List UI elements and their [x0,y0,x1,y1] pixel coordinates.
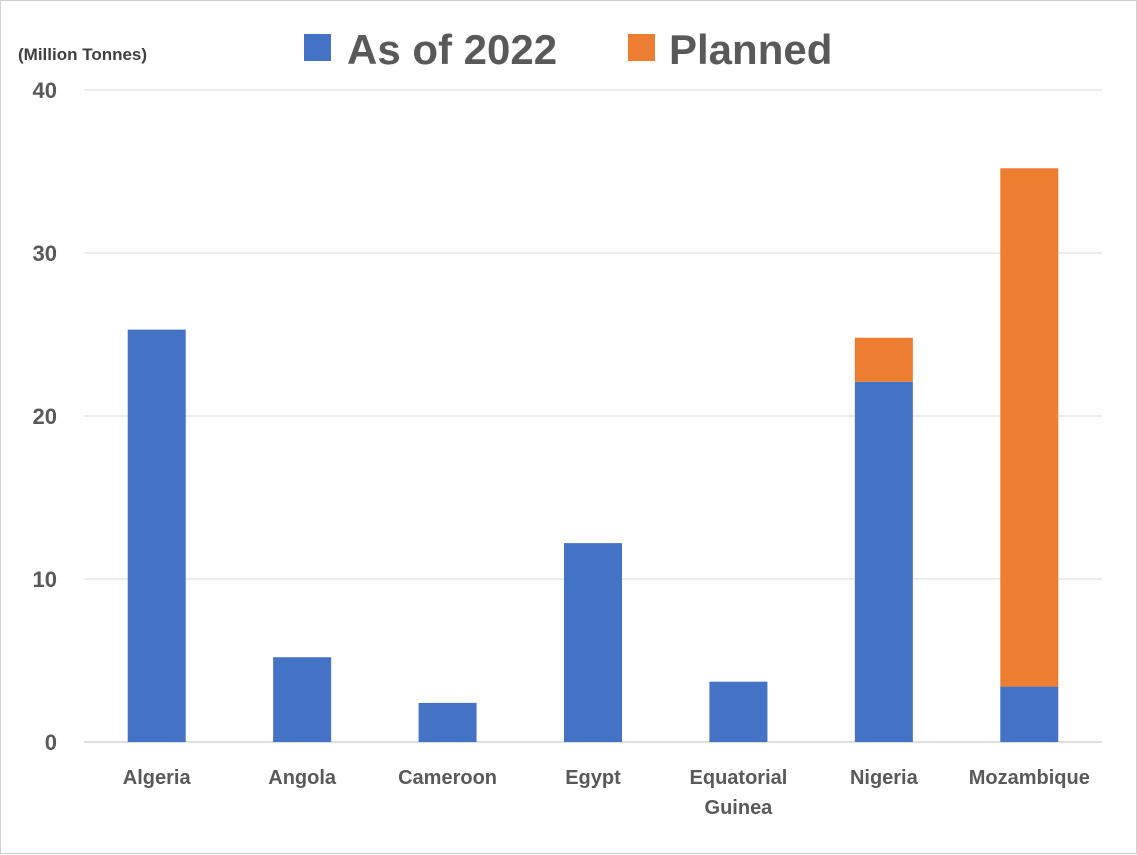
x-tick-label: Angola [268,767,337,789]
bar-planned-mozambique [1000,168,1059,687]
bar-as-of-2022-cameroon [418,702,477,742]
bar-as-of-2022-egypt [564,543,622,742]
legend-label: As of 2022 [347,26,557,73]
chart-legend: As of 2022 Planned [304,26,832,73]
legend-label: Planned [669,26,832,73]
y-tick-label: 0 [45,730,57,755]
bar-as-of-2022-mozambique [1000,686,1059,742]
y-tick-label: 30 [33,241,57,266]
x-tick-label: Cameroon [398,767,497,789]
legend-swatch [304,34,331,61]
x-axis-labels: Algeria Angola Cameroon Egypt Equatorial Guin… [123,767,1090,819]
y-tick-label: 10 [33,567,57,592]
y-tick-label: 40 [33,78,57,103]
bar-planned-nigeria [854,337,913,382]
legend-swatch [628,34,655,61]
bar-as-of-2022-angola [273,657,332,742]
bar-as-of-2022-equatorial-guinea [709,681,768,742]
x-tick-label: Guinea [705,797,774,819]
x-tick-label: Mozambique [969,767,1090,789]
y-tick-label: 20 [33,404,57,429]
bars [127,168,1059,742]
y-axis-ticks: 0 10 20 30 40 [33,78,57,755]
gridlines [84,89,1102,743]
x-tick-label: Algeria [123,767,192,789]
x-tick-label: Equatorial [690,767,788,789]
unit-label: (Million Tonnes) [18,45,147,64]
bar-as-of-2022-algeria [127,329,186,742]
x-tick-label: Egypt [565,767,621,789]
x-tick-label: Nigeria [850,767,919,789]
bar-as-of-2022-nigeria [854,381,913,742]
